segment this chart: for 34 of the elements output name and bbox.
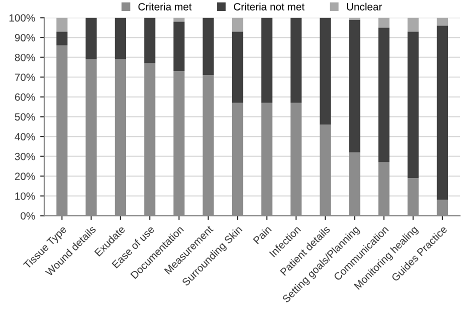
y-tick-label: 30% <box>14 152 35 160</box>
bar <box>408 18 419 32</box>
y-tick-label: 70% <box>15 74 35 81</box>
y-tick-label: 50% <box>14 113 35 121</box>
y-tick-label: 80% <box>14 54 35 62</box>
bar <box>378 18 390 28</box>
y-tick-label: 20% <box>15 172 35 180</box>
bar <box>173 22 185 72</box>
bar <box>261 18 272 103</box>
legend-label: Criteria met <box>138 2 192 10</box>
bar <box>290 18 302 103</box>
bar <box>408 32 419 178</box>
bar <box>436 18 448 26</box>
bar <box>202 18 214 76</box>
y-tick-label: 60% <box>15 93 35 101</box>
y-tick-label: 0% <box>20 212 35 220</box>
y-tick-label: 90% <box>14 34 35 42</box>
bar <box>114 18 126 60</box>
bar <box>56 18 68 32</box>
bar <box>144 18 156 64</box>
legend-label: Unclear <box>347 2 382 10</box>
bar <box>349 20 360 152</box>
bar <box>232 18 244 32</box>
bar <box>232 32 244 103</box>
bar <box>436 26 448 200</box>
x-tick-label: Pain <box>252 225 272 244</box>
bar <box>378 28 390 162</box>
bar <box>320 18 331 125</box>
bar <box>56 32 68 46</box>
y-tick-label: 100% <box>9 14 35 22</box>
legend-label: Criteria not met <box>234 2 304 10</box>
bar <box>86 18 97 60</box>
y-tick-label: 40% <box>14 133 35 140</box>
y-tick-label: 10% <box>15 192 35 200</box>
